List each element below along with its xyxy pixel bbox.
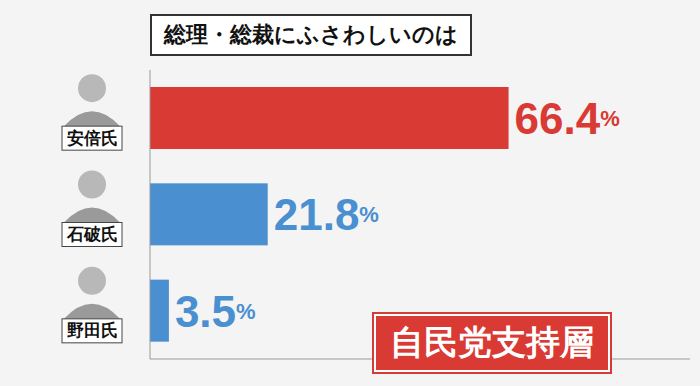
svg-text:野田氏: 野田氏 — [67, 321, 118, 340]
svg-text:3.5%: 3.5% — [175, 286, 256, 335]
html-text:総理・総裁にふさわしいのは: 総理・総裁にふさわしいのは — [164, 22, 458, 47]
svg-text:石破氏: 石破氏 — [66, 225, 118, 244]
svg-text:安倍氏: 安倍氏 — [67, 129, 118, 148]
html-text:自民党支持層: 自民党支持層 — [390, 323, 594, 361]
svg-text:21.8%: 21.8% — [274, 190, 379, 239]
svg-text:66.4%: 66.4% — [515, 94, 620, 143]
